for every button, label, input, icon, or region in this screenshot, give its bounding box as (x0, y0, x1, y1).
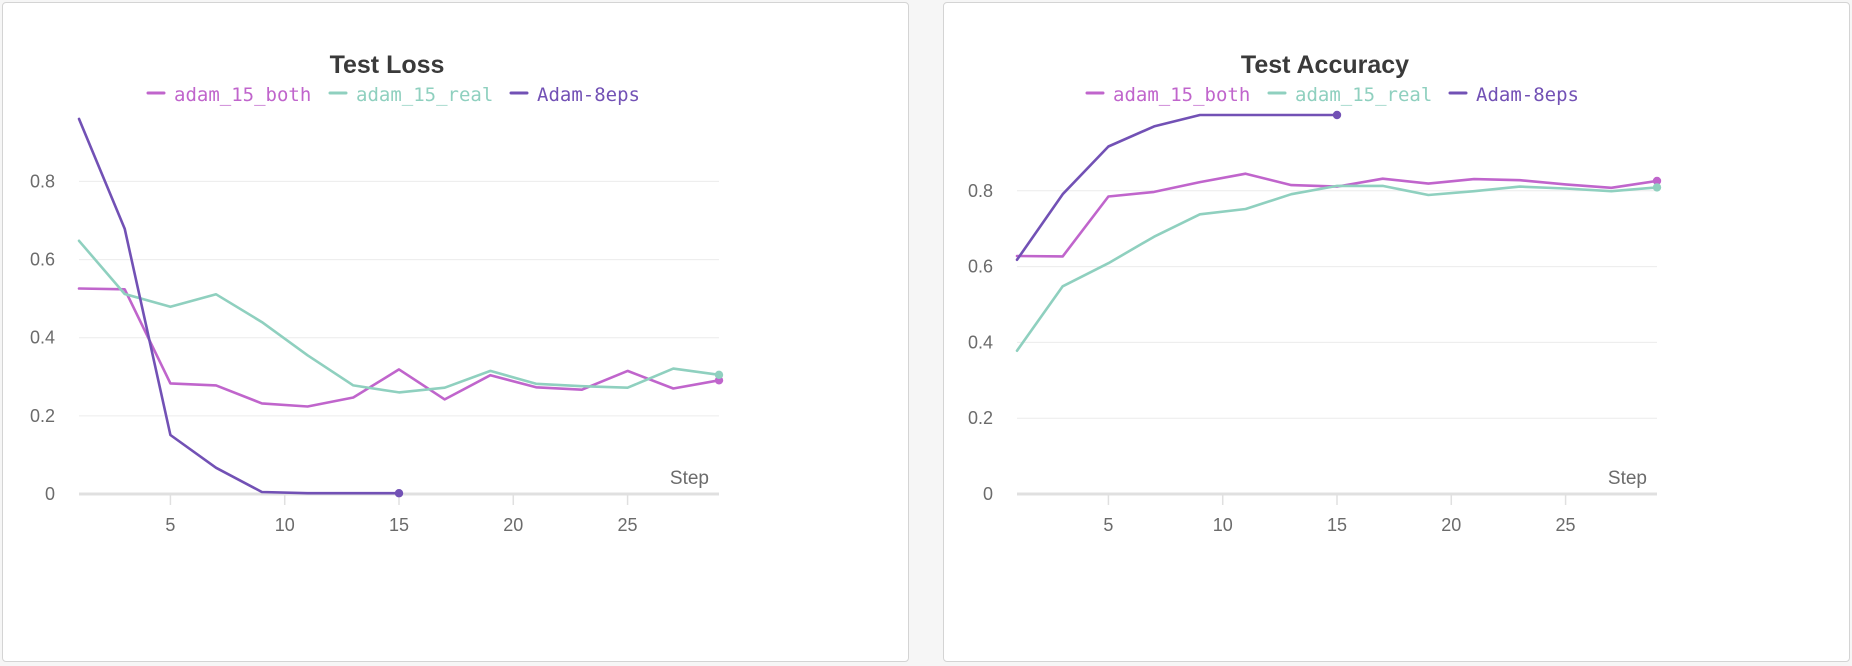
y-tick-label: 0.4 (30, 328, 55, 348)
chart-title: Test Accuracy (1241, 51, 1409, 79)
legend-label-adam_15_real: adam_15_real (1295, 84, 1432, 106)
y-tick-label: 0.8 (968, 181, 993, 201)
x-axis-label: Step (670, 468, 709, 489)
test-loss-chart: Test Loss adam_15_both adam_15_real Adam-8e… (30, 51, 724, 535)
series-line-adam_15_real (1015, 184, 1659, 353)
x-tick-label: 20 (503, 515, 523, 535)
legend-label-adam-8eps: Adam-8eps (537, 84, 640, 106)
series-line-adam_15_both (77, 287, 721, 408)
y-tick-label: 0.6 (968, 257, 993, 277)
y-tick-label: 0.2 (968, 408, 993, 428)
test-accuracy-chart: Test Accuracy adam_15_both adam_15_real Ada… (968, 51, 1662, 535)
series-line-adam-8eps (77, 117, 401, 495)
x-axis-label: Step (1608, 468, 1647, 489)
x-tick-label: 25 (618, 515, 638, 535)
series-endpoint-adam_15_real (1652, 183, 1662, 192)
y-tick-label: 0 (45, 484, 55, 504)
x-tick-label: 10 (275, 515, 295, 535)
legend-label-adam_15_real: adam_15_real (356, 84, 493, 106)
series-endpoint-adam-8eps (394, 489, 404, 498)
x-tick-label: 5 (165, 515, 175, 535)
y-tick-label: 0.4 (968, 332, 993, 352)
x-tick-label: 20 (1441, 515, 1461, 535)
series-endpoint-adam_15_real (714, 370, 724, 380)
legend-label-adam_15_both: adam_15_both (1113, 84, 1250, 106)
y-tick-label: 0.8 (30, 171, 55, 191)
x-tick-label: 10 (1213, 515, 1233, 535)
chart-title: Test Loss (330, 51, 445, 79)
legend-label-adam_15_both: adam_15_both (174, 84, 311, 106)
test-accuracy-panel: Test Accuracy adam_15_both adam_15_real Ada… (943, 2, 1850, 662)
x-tick-label: 5 (1103, 515, 1113, 535)
x-tick-label: 15 (389, 515, 409, 535)
test-loss-panel: Test Loss adam_15_both adam_15_real Adam-8e… (2, 2, 909, 662)
series-endpoint-adam_15_both (1652, 176, 1662, 186)
legend-label-adam-8eps: Adam-8eps (1476, 84, 1579, 106)
series-line-adam_15_real (77, 239, 721, 394)
y-tick-label: 0.2 (30, 406, 55, 426)
y-tick-label: 0.6 (30, 250, 55, 270)
series-line-adam-8eps (1015, 113, 1339, 262)
x-tick-label: 25 (1556, 515, 1576, 535)
x-tick-label: 15 (1327, 515, 1347, 535)
y-tick-label: 0 (983, 484, 993, 504)
series-endpoint-adam-8eps (1332, 110, 1342, 120)
